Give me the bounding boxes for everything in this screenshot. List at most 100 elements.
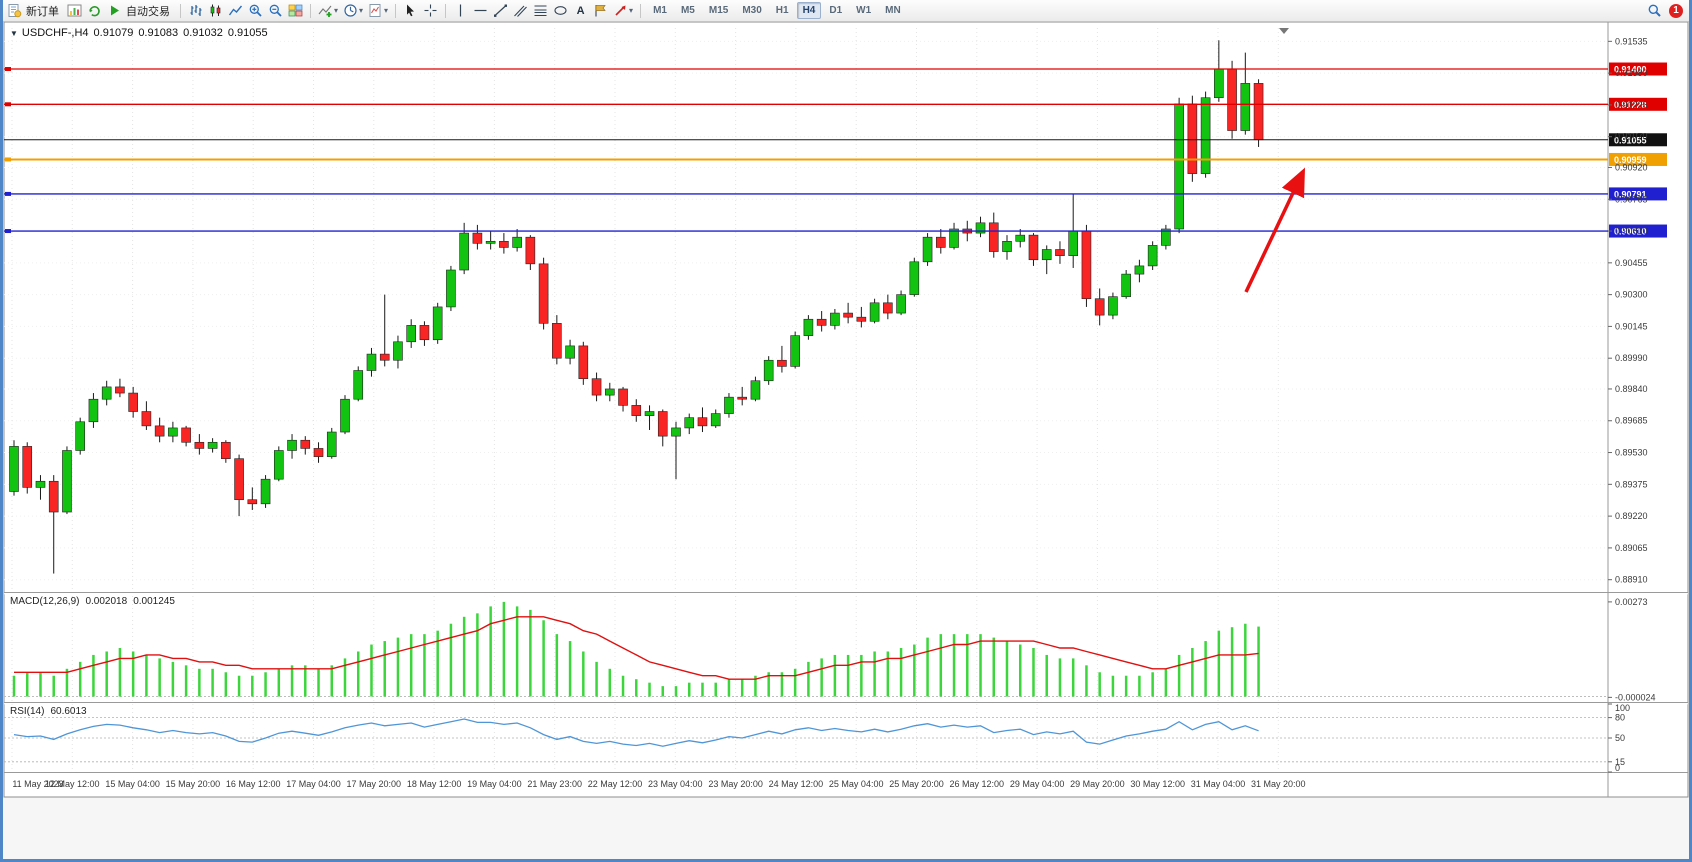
- macd-panel[interactable]: 0.00273 -0.000024: [4, 597, 1656, 702]
- ohlc-open: 0.91079: [93, 27, 134, 39]
- svg-text:30 May 12:00: 30 May 12:00: [1130, 779, 1185, 789]
- new-order-label[interactable]: 新订单: [26, 5, 59, 18]
- timeframe-m15[interactable]: M15: [708, 5, 729, 16]
- svg-text:24 May 12:00: 24 May 12:00: [769, 779, 824, 789]
- templates-dropdown-icon[interactable]: ▾: [384, 6, 389, 15]
- toolbar-separator: [310, 3, 311, 18]
- candlestick-mode-icon[interactable]: [206, 1, 225, 20]
- chart-shift-marker: [1279, 28, 1289, 34]
- line-chart-mode-icon[interactable]: [226, 1, 245, 20]
- svg-text:0.89065: 0.89065: [1615, 543, 1648, 553]
- svg-text:0.90610: 0.90610: [1614, 227, 1647, 237]
- candles-layer[interactable]: [9, 40, 1264, 574]
- chart-window-icon[interactable]: [65, 1, 84, 20]
- price-axis[interactable]: 0.91535 0.91380 0.91225 0.91070 0.90920 0.907…: [1608, 36, 1648, 585]
- zoom-in-icon[interactable]: [246, 1, 265, 20]
- search-icon[interactable]: [1645, 1, 1664, 20]
- timeframe-m30[interactable]: M30: [742, 5, 762, 16]
- svg-text:0.90300: 0.90300: [1615, 290, 1648, 300]
- svg-text:12 May 12:00: 12 May 12:00: [45, 779, 100, 789]
- timeframe-m5[interactable]: M5: [680, 5, 695, 16]
- svg-text:80: 80: [1615, 713, 1625, 723]
- horizontal-line-tool-icon[interactable]: [471, 1, 490, 20]
- ohlc-high: 0.91083: [138, 27, 179, 39]
- rsi-current-value: 60.6013: [50, 706, 87, 717]
- chart-window[interactable]: [3, 21, 1689, 798]
- refresh-icon[interactable]: [85, 1, 104, 20]
- text-tool-icon[interactable]: A: [576, 4, 585, 17]
- timeframe-m1[interactable]: M1: [653, 5, 667, 16]
- channel-tool-icon[interactable]: [511, 1, 530, 20]
- crosshair-icon[interactable]: [421, 1, 440, 20]
- svg-text:0.91225: 0.91225: [1615, 100, 1648, 110]
- timeframe-h4[interactable]: H4: [796, 2, 822, 19]
- svg-text:0.90145: 0.90145: [1615, 321, 1648, 331]
- toolbar-separator: [445, 3, 447, 18]
- svg-text:0.90455: 0.90455: [1615, 258, 1648, 268]
- tile-windows-icon[interactable]: [286, 1, 305, 20]
- periods-icon[interactable]: [341, 1, 360, 20]
- zoom-out-icon[interactable]: [266, 1, 285, 20]
- macd-signal-value: 0.001245: [133, 596, 175, 607]
- fibonacci-tool-icon[interactable]: [531, 1, 550, 20]
- cursor-icon[interactable]: [401, 1, 420, 20]
- timeframe-group: M1 M5 M15 M30 H1 H4 D1 W1 MN: [646, 2, 908, 19]
- svg-text:50: 50: [1615, 733, 1625, 743]
- svg-text:31 May 20:00: 31 May 20:00: [1251, 779, 1306, 789]
- macd-name: MACD(12,26,9): [10, 596, 80, 607]
- chart-symbol-header: ▼ USDCHF-,H4 0.91079 0.91083 0.91032 0.91055: [10, 27, 273, 39]
- svg-text:19 May 04:00: 19 May 04:00: [467, 779, 522, 789]
- timeframe-d1[interactable]: D1: [829, 5, 843, 16]
- periods-dropdown-icon[interactable]: ▾: [359, 6, 364, 15]
- panel-separators[interactable]: [4, 22, 1688, 797]
- svg-text:0.00273: 0.00273: [1615, 597, 1648, 607]
- label-tool-icon[interactable]: [591, 1, 610, 20]
- window-frame-left: [0, 0, 3, 862]
- templates-icon[interactable]: [366, 1, 385, 20]
- bar-chart-mode-icon[interactable]: [186, 1, 205, 20]
- indicators-dropdown-icon[interactable]: ▾: [334, 6, 339, 15]
- new-order-icon[interactable]: [5, 1, 24, 20]
- svg-text:0.90765: 0.90765: [1615, 194, 1648, 204]
- collapse-triangle-icon[interactable]: ▼: [10, 29, 18, 38]
- timeframe-w1[interactable]: W1: [856, 5, 872, 16]
- svg-text:23 May 04:00: 23 May 04:00: [648, 779, 703, 789]
- timeframe-h1[interactable]: H1: [775, 5, 789, 16]
- svg-text:22 May 12:00: 22 May 12:00: [588, 779, 643, 789]
- svg-text:0.91228: 0.91228: [1614, 100, 1647, 110]
- timeframe-mn[interactable]: MN: [885, 5, 901, 16]
- rsi-name: RSI(14): [10, 706, 45, 717]
- svg-text:0.91055: 0.91055: [1614, 135, 1647, 145]
- svg-text:0.89685: 0.89685: [1615, 416, 1648, 426]
- svg-text:0.89375: 0.89375: [1615, 479, 1648, 489]
- shapes-tool-icon[interactable]: [551, 1, 570, 20]
- svg-text:0.91070: 0.91070: [1615, 132, 1648, 142]
- vertical-line-tool-icon[interactable]: [451, 1, 470, 20]
- svg-text:17 May 20:00: 17 May 20:00: [347, 779, 402, 789]
- svg-text:16 May 12:00: 16 May 12:00: [226, 779, 281, 789]
- toolbar-separator: [395, 3, 397, 18]
- arrows-tool-icon[interactable]: [611, 1, 630, 20]
- notification-badge[interactable]: 1: [1669, 3, 1683, 18]
- horizontal-lines-layer[interactable]: 0.91400 0.91228 0.91055 0.90959 0.90791 0.906…: [4, 62, 1667, 238]
- toolbar-separator: [180, 3, 181, 18]
- ohlc-low: 0.91032: [183, 27, 223, 39]
- autotrading-label[interactable]: 自动交易: [126, 5, 170, 18]
- svg-text:25 May 04:00: 25 May 04:00: [829, 779, 884, 789]
- autotrading-icon[interactable]: [105, 1, 124, 20]
- svg-text:0.90959: 0.90959: [1614, 155, 1647, 165]
- svg-text:26 May 12:00: 26 May 12:00: [950, 779, 1005, 789]
- svg-text:29 May 20:00: 29 May 20:00: [1070, 779, 1125, 789]
- symbol-name: USDCHF-,H4: [21, 27, 89, 39]
- svg-text:0.91380: 0.91380: [1615, 68, 1648, 78]
- trendline-tool-icon[interactable]: [491, 1, 510, 20]
- indicators-icon[interactable]: [316, 1, 335, 20]
- arrows-dropdown-icon[interactable]: ▾: [629, 6, 634, 15]
- annotation-arrow[interactable]: [1244, 28, 1306, 293]
- svg-text:31 May 04:00: 31 May 04:00: [1191, 779, 1246, 789]
- svg-text:25 May 20:00: 25 May 20:00: [889, 779, 944, 789]
